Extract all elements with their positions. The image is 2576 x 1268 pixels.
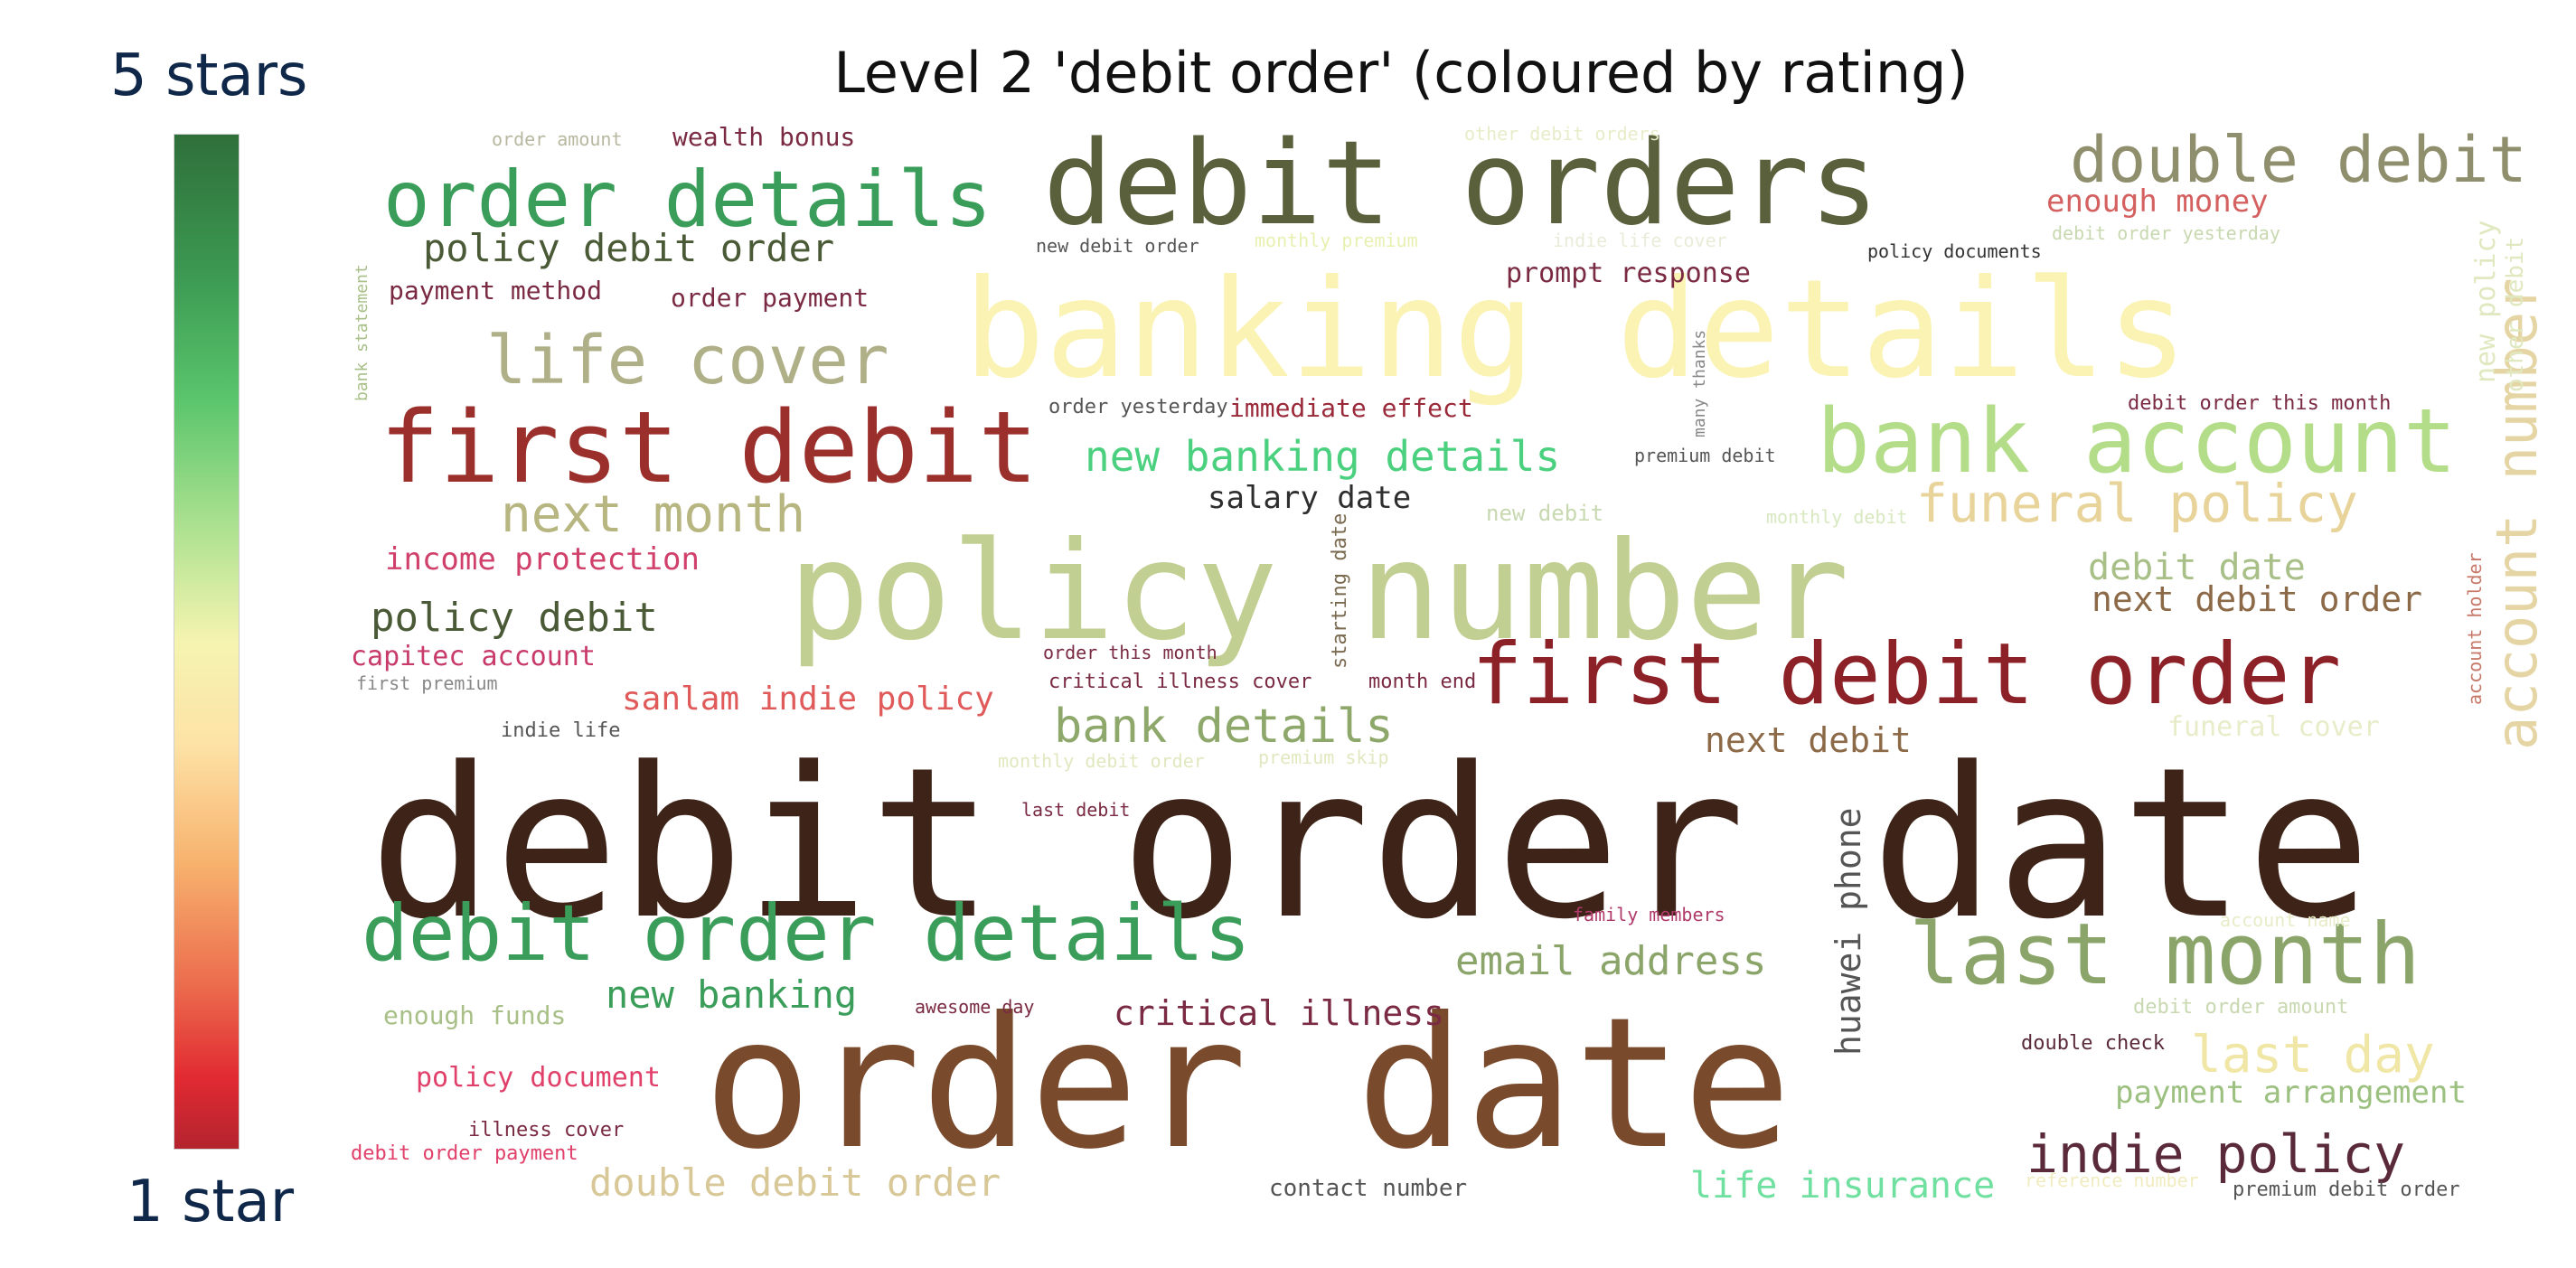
cloud-word: monthly premium bbox=[1255, 230, 1418, 251]
cloud-word: policy document bbox=[416, 1062, 661, 1094]
cloud-word: new debit order bbox=[1036, 235, 1199, 257]
cloud-word: banking details bbox=[964, 251, 2188, 409]
cloud-word: indie policy bbox=[2026, 1123, 2406, 1185]
cloud-word: policy debit order bbox=[423, 226, 835, 270]
cloud-word: account holder bbox=[2464, 552, 2486, 705]
cloud-word: policy number bbox=[788, 513, 1849, 671]
cloud-word: contact number bbox=[1269, 1175, 1468, 1202]
cloud-word: payment method bbox=[389, 276, 603, 305]
cloud-word: policy debit bbox=[371, 595, 658, 641]
cloud-word: new policy bbox=[2470, 220, 2502, 383]
cloud-word: debit order this month bbox=[2128, 392, 2392, 415]
cloud-word: next debit order bbox=[2092, 579, 2423, 619]
cloud-word: immediate effect bbox=[1229, 393, 1473, 423]
cloud-word: last day bbox=[2191, 1026, 2435, 1085]
cloud-word: bank details bbox=[1054, 700, 1394, 754]
cloud-word: first debit bbox=[380, 390, 1039, 505]
cloud-word: many thanks bbox=[1690, 329, 1709, 437]
cloud-word: order amount bbox=[492, 128, 623, 150]
cloud-word: critical illness bbox=[1114, 993, 1445, 1033]
scale-top-label: 5 stars bbox=[110, 42, 308, 109]
rating-colour-scale bbox=[174, 134, 240, 1150]
cloud-word: debit date bbox=[2088, 547, 2306, 588]
scale-bottom-label: 1 star bbox=[127, 1169, 295, 1235]
cloud-word: bank account bbox=[1817, 390, 2458, 493]
cloud-word: policy documents bbox=[1867, 240, 2042, 262]
cloud-word: salary date bbox=[1208, 480, 1412, 516]
cloud-word: starting date bbox=[1329, 512, 1351, 669]
cloud-word: sanlam indie policy bbox=[622, 681, 994, 718]
cloud-word: first premium bbox=[356, 672, 498, 694]
cloud-word: order date bbox=[703, 979, 1792, 1189]
cloud-word: monthly debit bbox=[1766, 506, 1908, 528]
cloud-word: income protection bbox=[385, 541, 700, 578]
cloud-word: double check bbox=[2021, 1032, 2165, 1055]
cloud-word: indie life cover bbox=[1553, 230, 1727, 251]
cloud-word: wealth bonus bbox=[672, 122, 856, 152]
cloud-word: debit order date bbox=[369, 724, 2372, 965]
cloud-word: double debit bbox=[2070, 123, 2527, 197]
cloud-word: critical illness cover bbox=[1048, 671, 1312, 693]
cloud-word: premium skip bbox=[1258, 747, 1389, 768]
cloud-word: life cover bbox=[486, 322, 889, 399]
cloud-word: next debit bbox=[1705, 720, 1912, 760]
cloud-word: next month bbox=[501, 485, 806, 544]
cloud-word: debit order yesterday bbox=[2052, 222, 2280, 244]
cloud-word: debit order payment bbox=[351, 1142, 578, 1165]
cloud-word: month end bbox=[1368, 671, 1477, 693]
cloud-word: reference number bbox=[2025, 1169, 2199, 1191]
cloud-word: enough money bbox=[2046, 183, 2269, 220]
cloud-word: indie life bbox=[501, 719, 621, 742]
figure-title: Level 2 'debit order' (coloured by ratin… bbox=[833, 40, 1969, 106]
cloud-word: order details bbox=[383, 155, 992, 245]
cloud-word: debit orders bbox=[1043, 117, 1879, 251]
cloud-word: last month bbox=[1909, 906, 2421, 1004]
cloud-word: new banking details bbox=[1085, 432, 1561, 481]
cloud-word: new debit bbox=[1486, 501, 1604, 526]
cloud-word: new banking bbox=[606, 972, 858, 1017]
cloud-word: life insurance bbox=[1690, 1165, 1996, 1207]
cloud-word: order payment bbox=[671, 283, 870, 313]
cloud-word: awesome day bbox=[915, 996, 1035, 1018]
cloud-word: order this month bbox=[1043, 642, 1217, 663]
cloud-word: enough funds bbox=[383, 1000, 567, 1030]
cloud-word: debit order amount bbox=[2133, 996, 2349, 1019]
cloud-word: double debit order bbox=[589, 1160, 1001, 1205]
cloud-word: funeral policy bbox=[1916, 473, 2358, 534]
cloud-word: premium debit order bbox=[2233, 1179, 2460, 1201]
cloud-word: debit order details bbox=[362, 888, 1251, 979]
cloud-word: illness cover bbox=[468, 1119, 625, 1141]
cloud-word: account name bbox=[2220, 909, 2351, 931]
cloud-word: other debit bbox=[2502, 236, 2529, 392]
cloud-word: monthly debit order bbox=[998, 750, 1205, 772]
cloud-word: premium debit bbox=[1634, 445, 1776, 466]
cloud-word: email address bbox=[1455, 938, 1767, 984]
cloud-word: bank statement bbox=[353, 264, 371, 401]
cloud-word: funeral cover bbox=[2167, 711, 2380, 743]
cloud-word: payment arrangement bbox=[2115, 1075, 2467, 1111]
cloud-word: order yesterday bbox=[1048, 396, 1228, 418]
cloud-word: family members bbox=[1573, 904, 1725, 925]
cloud-word: last debit bbox=[1021, 799, 1131, 821]
cloud-word: prompt response bbox=[1506, 258, 1751, 289]
cloud-word: capitec account bbox=[351, 641, 596, 672]
cloud-word: first debit order bbox=[1471, 625, 2342, 724]
cloud-word: huawei phone bbox=[1829, 807, 1868, 1056]
cloud-word: other debit orders bbox=[1464, 123, 1660, 145]
